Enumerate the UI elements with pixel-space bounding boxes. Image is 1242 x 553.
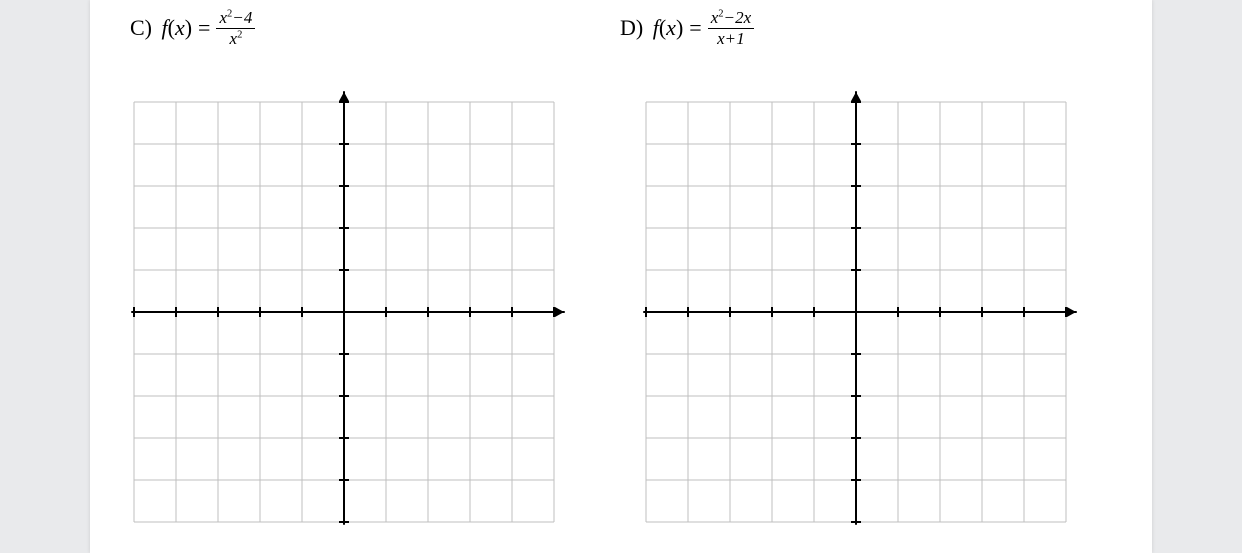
- problem-d-numerator: x2−2x: [708, 9, 754, 27]
- problem-c-denominator: x2: [227, 30, 246, 48]
- equation-d: D) f(x) = x2−2x x+1: [620, 6, 754, 50]
- equals-sign: =: [689, 15, 701, 41]
- problem-d-label: D): [620, 15, 643, 41]
- equation-c: C) f(x) = x2−4 x2: [130, 6, 255, 50]
- graph-c: [116, 84, 576, 544]
- problem-d-denominator: x+1: [714, 30, 748, 48]
- problem-d: D) f(x) = x2−2x x+1: [620, 6, 754, 50]
- problem-c-fraction: x2−4 x2: [216, 9, 255, 48]
- problem-d-fraction: x2−2x x+1: [708, 9, 754, 48]
- problem-c-fx: f(x): [156, 15, 192, 41]
- problem-c: C) f(x) = x2−4 x2: [130, 6, 255, 50]
- problem-c-numerator: x2−4: [216, 9, 255, 27]
- page-root: C) f(x) = x2−4 x2 D) f(x) = x2−2x: [0, 0, 1242, 553]
- coordinate-grid: [628, 84, 1084, 540]
- problem-d-fx: f(x): [647, 15, 683, 41]
- graph-d: [628, 84, 1088, 544]
- equals-sign: =: [198, 15, 210, 41]
- problem-c-label: C): [130, 15, 152, 41]
- worksheet-sheet: C) f(x) = x2−4 x2 D) f(x) = x2−2x: [90, 0, 1152, 553]
- coordinate-grid: [116, 84, 572, 540]
